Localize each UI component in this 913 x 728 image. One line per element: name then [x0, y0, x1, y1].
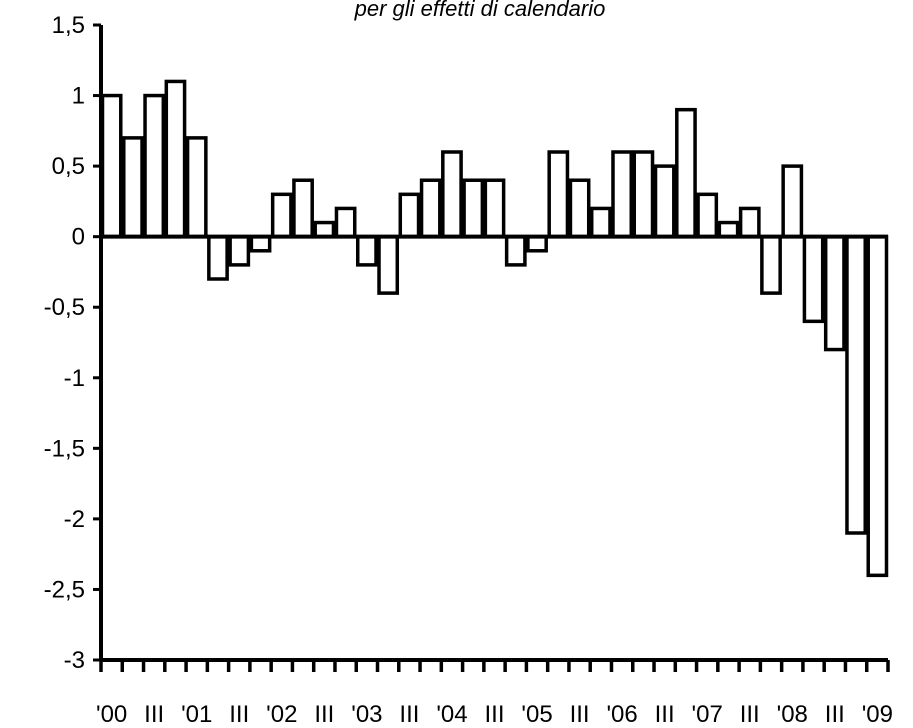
bar-12	[355, 234, 378, 267]
bar-21	[547, 150, 570, 239]
bar-18	[483, 178, 506, 239]
bar-24	[611, 150, 634, 239]
y-tick-label: 0,5	[52, 153, 85, 180]
axes-group	[99, 25, 888, 662]
bar-1	[122, 136, 144, 239]
bar-27	[675, 107, 697, 239]
bar-19	[504, 234, 527, 267]
bar-14	[398, 192, 421, 239]
y-tick-label: 1,5	[52, 12, 85, 39]
bar-30	[738, 206, 761, 239]
x-tick-label: '03	[351, 701, 382, 728]
bar-0	[100, 93, 123, 239]
bar-2	[143, 93, 166, 239]
x-tick-label: '01	[181, 701, 212, 728]
x-tick-label: '08	[777, 701, 808, 728]
x-tick-label: III	[229, 701, 249, 728]
x-tick-label: III	[655, 701, 675, 728]
x-tick-label: '07	[692, 701, 723, 728]
y-tick-label: 1	[72, 83, 85, 110]
bar-29	[717, 220, 740, 239]
x-tick-label: '00	[96, 701, 127, 728]
bar-3	[164, 79, 187, 239]
x-tick-label: III	[399, 701, 419, 728]
x-tick-label: III	[484, 701, 504, 728]
y-tick-label: 0	[72, 224, 85, 251]
y-tick-label: -2,5	[44, 576, 85, 603]
bar-17	[462, 178, 485, 239]
x-tick-label: '02	[266, 701, 297, 728]
bar-35	[845, 234, 867, 535]
x-tick-label: III	[825, 701, 845, 728]
y-tick-label: -1	[64, 365, 85, 392]
bar-4	[185, 136, 208, 239]
bar-28	[696, 192, 719, 239]
bar-22	[568, 178, 591, 239]
y-tick-label: -2	[64, 506, 85, 533]
x-tick-label: '05	[521, 701, 552, 728]
bar-26	[653, 164, 676, 239]
bar-9	[292, 178, 314, 239]
x-tick-label: '06	[606, 701, 637, 728]
bar-25	[632, 150, 655, 239]
bars-group	[100, 79, 889, 578]
bar-8	[270, 192, 293, 239]
bar-7	[249, 234, 272, 253]
y-ticks-group: 1,5 1 0,5 0 -0,5 -1 -1,5 -2 -2,5 -3	[44, 12, 101, 674]
bar-36	[866, 234, 889, 578]
bar-10	[313, 220, 336, 239]
bar-31	[760, 234, 782, 295]
bar-11	[334, 206, 357, 239]
x-tick-label: '09	[862, 701, 893, 728]
x-tick-label: III	[314, 701, 334, 728]
bar-32	[781, 164, 804, 239]
bar-15	[419, 178, 442, 239]
x-tick-label: III	[144, 701, 164, 728]
bar-23	[589, 206, 612, 239]
y-tick-label: -1,5	[44, 435, 85, 462]
bar-16	[441, 150, 463, 239]
bar-13	[377, 234, 400, 295]
chart-subtitle: per gli effetti di calendario	[354, 0, 606, 21]
bar-5	[207, 234, 229, 281]
y-tick-label: -3	[64, 647, 85, 674]
x-tick-label: III	[570, 701, 590, 728]
bar-34	[823, 234, 846, 352]
x-ticks-group: '00 III '01 III '02 III '03 III '04 III '05 III '06 I…	[96, 660, 893, 728]
bar-6	[228, 234, 251, 267]
bar-20	[526, 234, 548, 253]
x-tick-label: '04	[436, 701, 467, 728]
x-tick-label: III	[740, 701, 760, 728]
y-tick-label: -0,5	[44, 294, 85, 321]
bar-33	[802, 234, 825, 324]
